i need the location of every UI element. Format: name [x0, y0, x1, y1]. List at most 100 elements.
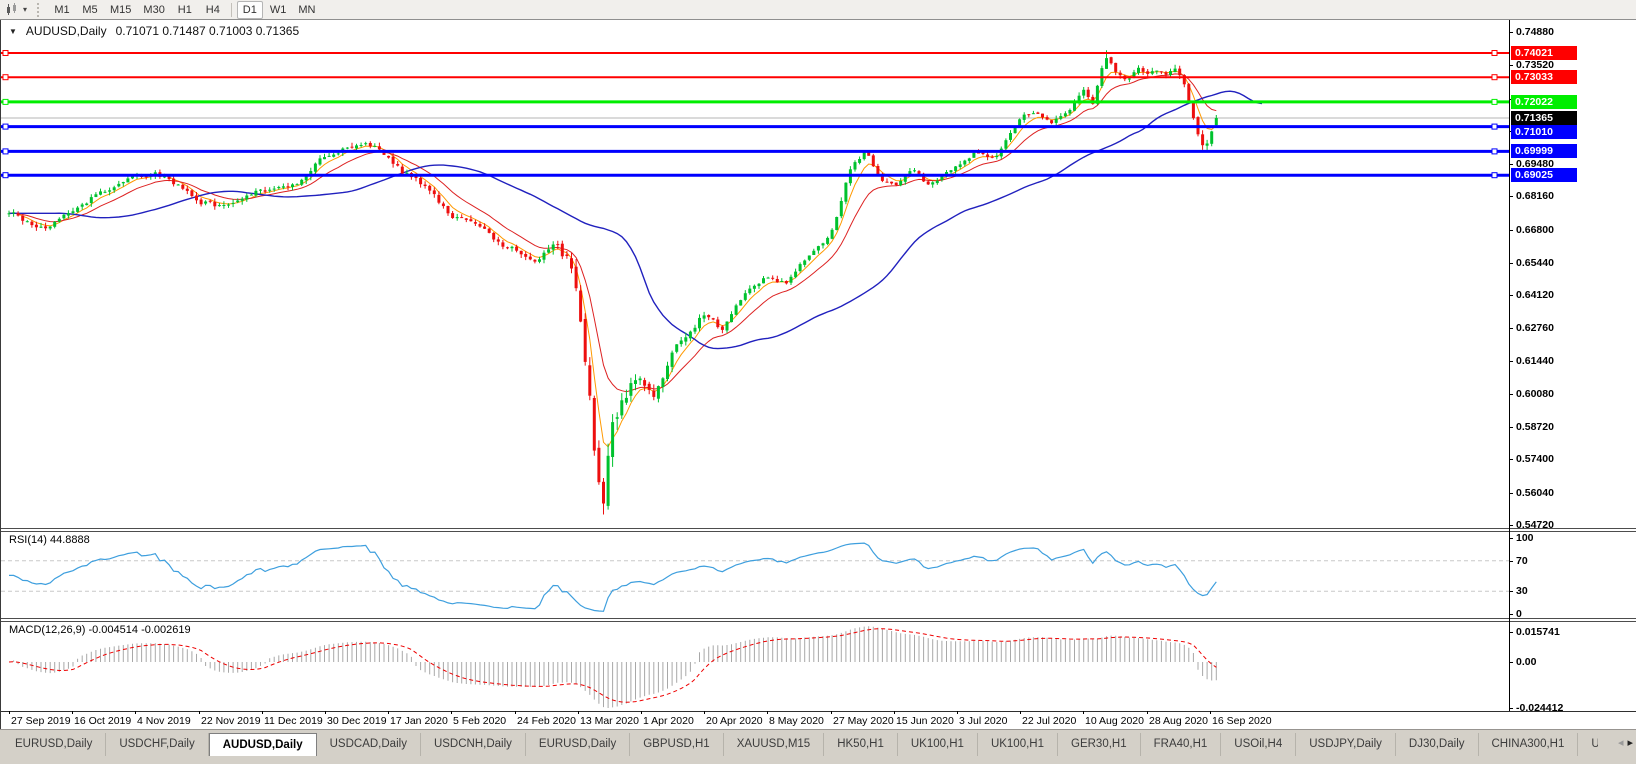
timeframe-button-m15[interactable]: M15	[110, 3, 132, 16]
timeframe-button-mn[interactable]: MN	[298, 3, 316, 16]
timeframe-button-m1[interactable]: M1	[54, 3, 70, 16]
hline-price-tag: 0.72022	[1511, 95, 1577, 109]
macd-panel-canvas[interactable]	[1, 622, 1509, 711]
chart-tab-uk100-h1[interactable]: UK100,H1	[978, 733, 1058, 756]
axis-tick	[1509, 591, 1513, 592]
chart-tab-audusd-daily[interactable]: AUDUSD,Daily	[208, 733, 317, 756]
hline-price-tag: 0.73033	[1511, 70, 1577, 84]
axis-tick	[1509, 230, 1513, 231]
chart-tab-ger30-h1[interactable]: GER30,H1	[1058, 733, 1141, 756]
time-axis-label: 27 May 2020	[833, 715, 894, 727]
chart-tab-usoil-h[interactable]: USOil,H	[1578, 733, 1598, 756]
chart-tab-xauusd-m15[interactable]: XAUUSD,M15	[724, 733, 825, 756]
axis-tick	[1509, 427, 1513, 428]
price-axis-label: 0.56040	[1516, 487, 1554, 499]
price-axis-label: 0.60080	[1516, 388, 1554, 400]
price-axis-label: 0.66800	[1516, 224, 1554, 236]
time-axis-tick	[515, 711, 516, 714]
chart-tab-usdjpy-daily[interactable]: USDJPY,Daily	[1296, 733, 1396, 756]
panel-splitter-line[interactable]	[1, 621, 1636, 622]
price-axis-label: 0.73520	[1516, 59, 1554, 71]
price-chart-canvas[interactable]	[1, 20, 1509, 528]
chart-tabs-bar: EURUSD,Daily USDCHF,Daily AUDUSD,Daily USDC…	[0, 729, 1636, 764]
chart-tab-fra40-h1[interactable]: FRA40,H1	[1141, 733, 1222, 756]
chart-tab-china300-h1[interactable]: CHINA300,H1	[1479, 733, 1579, 756]
time-axis-label: 24 Feb 2020	[517, 715, 576, 727]
price-axis-label: 0.68160	[1516, 190, 1554, 202]
time-axis-label: 22 Nov 2019	[201, 715, 261, 727]
time-axis-tick	[9, 711, 10, 714]
hline-price-tag: 0.69025	[1511, 168, 1577, 182]
axis-tick	[1509, 708, 1513, 709]
axis-tick	[1509, 632, 1513, 633]
time-axis-tick	[1210, 711, 1211, 714]
timeframe-button-d1[interactable]: D1	[236, 0, 263, 19]
time-axis-label: 10 Aug 2020	[1085, 715, 1144, 727]
price-axis-label: 70	[1516, 555, 1528, 567]
axis-tick	[1509, 538, 1513, 539]
axis-tick	[1509, 295, 1513, 296]
panel-splitter-line[interactable]	[1, 618, 1636, 619]
axis-tick	[1509, 614, 1513, 615]
time-axis-label: 16 Sep 2020	[1212, 715, 1272, 727]
current-price-tag: 0.71365	[1511, 111, 1577, 125]
dropdown-caret-icon[interactable]: ▾	[23, 5, 28, 14]
price-axis-label: 30	[1516, 585, 1528, 597]
chart-symbol-title: AUDUSD,Daily	[25, 24, 107, 38]
chart-tab-dj30-daily[interactable]: DJ30,Daily	[1396, 733, 1479, 756]
axis-tick	[1509, 493, 1513, 494]
axis-tick	[1509, 65, 1513, 66]
chart-tab-usoil-h4[interactable]: USOil,H4	[1221, 733, 1297, 756]
timeframe-button-w1[interactable]: W1	[269, 3, 287, 16]
time-axis-label: 4 Nov 2019	[137, 715, 191, 727]
collapse-ohlc-icon[interactable]: ▼	[9, 26, 17, 36]
rsi-panel-canvas[interactable]	[1, 532, 1509, 618]
time-axis-tick	[262, 711, 263, 714]
price-axis-label: 100	[1516, 532, 1534, 544]
time-axis-tick	[1147, 711, 1148, 714]
price-axis-separator	[1509, 20, 1510, 711]
panel-splitter-line[interactable]	[1, 531, 1636, 532]
time-axis-tick	[1083, 711, 1084, 714]
tab-scroll-right-icon[interactable]: ▸	[1627, 737, 1633, 749]
time-axis-label: 17 Jan 2020	[390, 715, 448, 727]
tab-scroll-left-icon[interactable]: ◂	[1617, 737, 1624, 749]
axis-tick	[1509, 328, 1513, 329]
hline-price-tag: 0.74021	[1511, 46, 1577, 60]
chart-window: ▼ AUDUSD,Daily 0.71071 0.71487 0.71003 0…	[0, 20, 1636, 729]
time-axis-tick	[388, 711, 389, 714]
toolbar-drag-handle[interactable]	[37, 2, 40, 17]
chart-tab-gbpusd-h1[interactable]: GBPUSD,H1	[630, 733, 724, 756]
price-axis-label: -0.024412	[1516, 702, 1564, 714]
chart-tab-usdcnh-daily[interactable]: USDCNH,Daily	[421, 733, 526, 756]
time-axis-label: 11 Dec 2019	[264, 715, 323, 727]
chart-tabs: EURUSD,Daily USDCHF,Daily AUDUSD,Daily USDC…	[2, 733, 1598, 756]
timeframe-button-h1[interactable]: H1	[177, 3, 192, 16]
hline-price-tag: 0.69999	[1511, 144, 1577, 158]
time-axis-label: 13 Mar 2020	[580, 715, 639, 727]
timeframe-toolbar: ▾ M1 M5 M15 M30 H1 H4 D1 W1 MN	[0, 0, 1636, 20]
time-axis-tick	[1020, 711, 1021, 714]
time-axis-tick	[325, 711, 326, 714]
time-axis-label: 3 Jul 2020	[959, 715, 1008, 727]
time-axis-label: 1 Apr 2020	[643, 715, 694, 727]
time-axis-tick	[451, 711, 452, 714]
time-axis-tick	[831, 711, 832, 714]
chart-tab-uk100-h1[interactable]: UK100,H1	[898, 733, 978, 756]
chart-tab-usdchf-daily[interactable]: USDCHF,Daily	[106, 733, 209, 756]
hline-price-tag: 0.71010	[1511, 125, 1577, 139]
chart-type-icon[interactable]	[5, 3, 21, 16]
chart-tab-eurusd-daily[interactable]: EURUSD,Daily	[526, 733, 631, 756]
time-axis-label: 15 Jun 2020	[896, 715, 954, 727]
timeframe-button-m5[interactable]: M5	[82, 3, 98, 16]
panel-splitter-line[interactable]	[1, 528, 1636, 529]
chart-tab-hk50-h1[interactable]: HK50,H1	[824, 733, 898, 756]
timeframe-button-h4[interactable]: H4	[205, 3, 220, 16]
timeframe-button-m30[interactable]: M30	[143, 3, 165, 16]
axis-tick	[1509, 662, 1513, 663]
axis-tick	[1509, 459, 1513, 460]
chart-tab-eurusd-daily[interactable]: EURUSD,Daily	[2, 733, 107, 756]
chart-tab-usdcad-daily[interactable]: USDCAD,Daily	[317, 733, 421, 756]
time-axis-tick	[641, 711, 642, 714]
